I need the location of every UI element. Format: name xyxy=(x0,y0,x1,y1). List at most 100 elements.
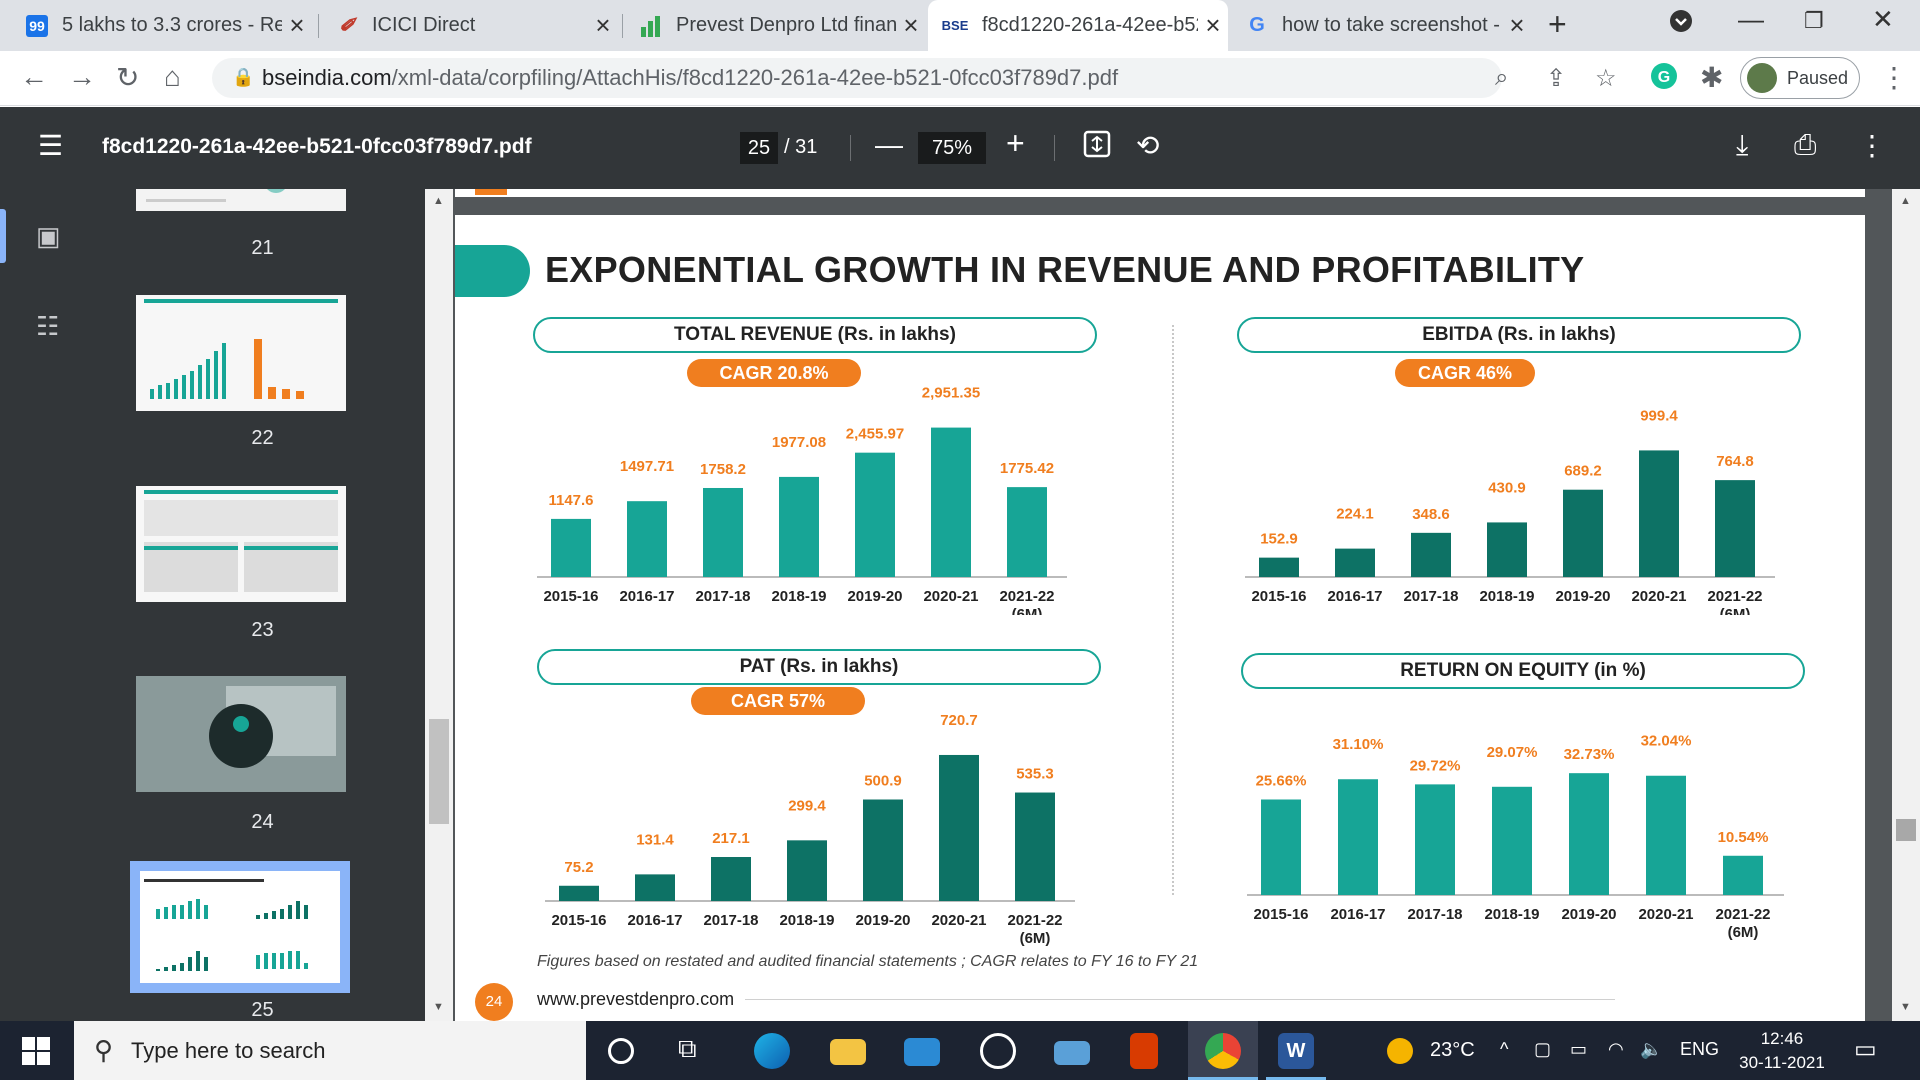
extensions-puzzle-icon[interactable]: ✱ xyxy=(1700,62,1724,93)
data-label: 10.54% xyxy=(1718,829,1769,846)
close-icon[interactable]: × xyxy=(1509,10,1525,40)
tab-4-active[interactable]: BSE f8cd1220-261a-42ee-b52 × xyxy=(928,0,1228,51)
back-icon[interactable]: ← xyxy=(20,61,48,92)
thumbnails-icon[interactable]: ▣ xyxy=(36,221,61,251)
category-tick-label: 2017-18 xyxy=(695,588,750,605)
language-indicator[interactable]: ENG xyxy=(1680,1039,1720,1059)
category-tick-label: 2015-16 xyxy=(551,912,606,929)
close-icon[interactable]: × xyxy=(903,10,919,40)
tray-chevron-icon[interactable]: ^ xyxy=(1500,1039,1509,1059)
tab-2[interactable]: ✐ ICICI Direct × xyxy=(322,0,618,51)
lock-icon[interactable]: 🔒 xyxy=(232,67,255,87)
bar xyxy=(1639,450,1679,577)
new-tab-icon[interactable]: + xyxy=(1548,6,1567,42)
chrome-taskbar-active[interactable] xyxy=(1188,1021,1258,1080)
bar xyxy=(855,452,895,577)
cortana-icon[interactable] xyxy=(608,1038,634,1064)
taskbar-search[interactable]: ⚲ Type here to search xyxy=(74,1021,586,1080)
address-bar[interactable]: 🔒 bseindia.com/xml-data/corpfiling/Attac… xyxy=(212,58,1617,98)
restore-icon[interactable]: ❐ xyxy=(1804,8,1824,33)
page-number-input[interactable]: 25 xyxy=(740,132,778,164)
category-tick-label: (6M) xyxy=(1012,606,1043,615)
thumbnail-page-23[interactable] xyxy=(136,486,346,602)
word-icon[interactable]: W xyxy=(1278,1033,1314,1069)
scrollbar-thumb[interactable] xyxy=(429,719,449,824)
data-label: 764.8 xyxy=(1716,453,1754,470)
url-path: /xml-data/corpfiling/AttachHis/f8cd1220-… xyxy=(391,65,1119,90)
tab-title: f8cd1220-261a-42ee-b52 xyxy=(982,14,1198,36)
close-icon[interactable]: × xyxy=(1205,10,1221,40)
bookmark-star-icon[interactable]: ☆ xyxy=(1595,65,1617,92)
tab-search-icon[interactable] xyxy=(1668,8,1694,41)
bar-chart-svg: 1147.6 2015-16 1497.71 2016-17 1758.2 2017-18… xyxy=(537,385,1067,615)
reload-icon[interactable]: ↻ xyxy=(116,62,140,93)
bar xyxy=(1411,532,1451,577)
task-view-icon[interactable]: ⧉ xyxy=(678,1033,697,1063)
profile-button[interactable]: Paused xyxy=(1740,57,1860,99)
window-close-icon[interactable]: ✕ xyxy=(1872,4,1894,34)
download-icon[interactable]: ⤓ xyxy=(1736,129,1749,160)
zoom-input[interactable]: 75% xyxy=(918,132,986,164)
thumbnail-page-21[interactable] xyxy=(136,189,346,211)
chart-favicon-icon xyxy=(640,15,662,37)
zoom-icon[interactable]: ⌕ xyxy=(1495,64,1509,91)
battery-icon[interactable]: ▭ xyxy=(1570,1039,1588,1059)
scroll-down-icon[interactable]: ▼ xyxy=(433,1001,444,1013)
office-icon[interactable] xyxy=(1130,1033,1158,1069)
minimize-icon[interactable]: — xyxy=(1738,4,1764,34)
browser-menu-icon[interactable]: ⋮ xyxy=(1880,62,1908,93)
thumbnail-label: 24 xyxy=(251,811,274,833)
thumbnail-scrollbar[interactable]: ▲ ▼ xyxy=(425,189,453,1021)
windows-start-icon[interactable] xyxy=(22,1037,50,1065)
search-icon: ⚲ xyxy=(94,1035,114,1065)
pdf-page: EXPONENTIAL GROWTH IN REVENUE AND PROFIT… xyxy=(455,215,1865,1021)
thumbnail-page-24[interactable] xyxy=(136,676,346,792)
share-icon[interactable]: ⇪ xyxy=(1546,65,1567,92)
wifi-icon[interactable]: ◠ xyxy=(1608,1039,1624,1059)
store-icon[interactable] xyxy=(980,1033,1016,1069)
website-link[interactable]: www.prevestdenpro.com xyxy=(537,989,735,1009)
divider xyxy=(850,135,851,161)
close-icon[interactable]: × xyxy=(289,10,305,40)
more-actions-icon[interactable]: ⋮ xyxy=(1858,130,1886,161)
page-scrollbar[interactable]: ▲ ▼ xyxy=(1892,189,1920,1021)
file-explorer-icon[interactable] xyxy=(830,1039,866,1065)
tab-strip: 99 5 lakhs to 3.3 crores - Resi × ✐ ICIC… xyxy=(0,0,1920,51)
tab-3[interactable]: Prevest Denpro Ltd financ × xyxy=(626,0,926,51)
volume-icon[interactable]: 🔈 xyxy=(1640,1039,1663,1059)
heading-accent-pill xyxy=(455,245,530,297)
system-clock[interactable]: 12:46 30-11-2021 xyxy=(1732,1027,1832,1075)
weather-sun-icon[interactable] xyxy=(1386,1037,1414,1070)
cagr-badge: CAGR 57% xyxy=(691,687,865,715)
device-icon[interactable]: ▢ xyxy=(1534,1039,1552,1059)
grammarly-extension-icon[interactable]: G xyxy=(1650,62,1678,97)
thumbnail-page-22[interactable] xyxy=(136,295,346,411)
data-label: 29.07% xyxy=(1487,744,1538,761)
weather-temp[interactable]: 23°C xyxy=(1430,1039,1475,1061)
print-icon[interactable]: ⎙ xyxy=(1794,129,1817,160)
category-tick-label: (6M) xyxy=(1020,930,1051,947)
edge-icon[interactable] xyxy=(754,1033,790,1069)
scroll-up-icon[interactable]: ▲ xyxy=(1900,195,1911,207)
close-icon[interactable]: × xyxy=(595,10,611,40)
sidebar-menu-icon[interactable]: ☰ xyxy=(38,130,64,161)
tab-separator xyxy=(318,14,319,38)
scroll-up-icon[interactable]: ▲ xyxy=(433,195,444,207)
scrollbar-thumb[interactable] xyxy=(1896,819,1916,841)
outline-icon[interactable]: ☷ xyxy=(36,311,60,341)
thumbnail-page-25-selected[interactable] xyxy=(130,861,350,993)
home-icon[interactable]: ⌂ xyxy=(164,61,181,92)
network-app-icon[interactable] xyxy=(1054,1041,1090,1065)
category-tick-label: (6M) xyxy=(1728,924,1759,941)
fit-page-icon[interactable] xyxy=(1082,129,1112,166)
tab-5[interactable]: G how to take screenshot - ( × xyxy=(1232,0,1532,51)
notifications-icon[interactable]: ▭ xyxy=(1854,1036,1877,1063)
scroll-down-icon[interactable]: ▼ xyxy=(1900,1001,1911,1013)
zoom-out-icon[interactable]: — xyxy=(875,129,903,160)
mail-icon[interactable] xyxy=(904,1038,940,1066)
rotate-icon[interactable]: ⟲ xyxy=(1136,130,1160,161)
chart-title: TOTAL REVENUE (Rs. in lakhs) xyxy=(533,317,1097,353)
tab-1[interactable]: 99 5 lakhs to 3.3 crores - Resi × xyxy=(12,0,312,51)
forward-icon[interactable]: → xyxy=(68,61,96,92)
zoom-in-icon[interactable]: + xyxy=(1006,125,1025,161)
